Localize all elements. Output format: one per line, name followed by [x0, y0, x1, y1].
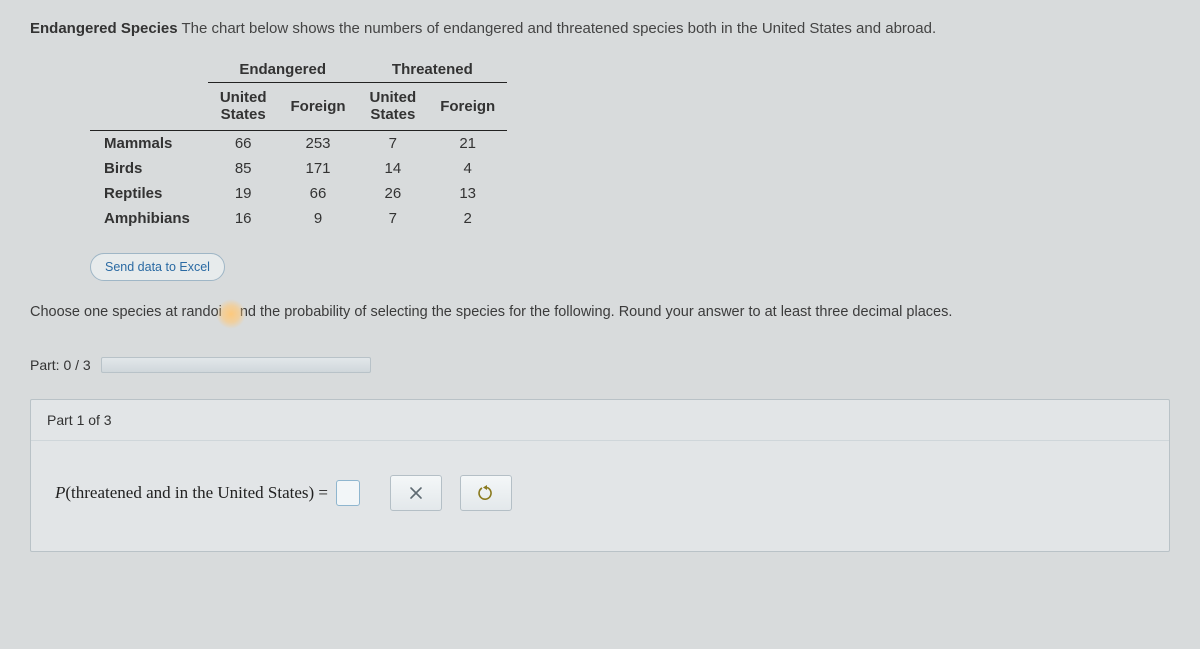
- page-title: Endangered Species The chart below shows…: [30, 20, 1170, 37]
- row-label: Mammals: [90, 130, 208, 156]
- table-row: Mammals 66 253 7 21: [90, 130, 507, 156]
- undo-icon: [478, 485, 494, 501]
- title-bold: Endangered Species: [30, 20, 178, 37]
- reset-button[interactable]: [460, 475, 512, 511]
- subheader-thr-foreign: Foreign: [428, 83, 507, 131]
- cursor-glow-icon: [216, 299, 246, 329]
- group-header-endangered: Endangered: [208, 57, 358, 83]
- species-table: Endangered Threatened UnitedStates Forei…: [90, 57, 507, 231]
- part-header: Part 1 of 3: [31, 400, 1169, 441]
- table-row: Amphibians 16 9 7 2: [90, 206, 507, 231]
- row-label: Amphibians: [90, 206, 208, 231]
- close-icon: [408, 485, 424, 501]
- subheader-thr-us: UnitedStates: [358, 83, 429, 131]
- answer-input[interactable]: [336, 480, 360, 506]
- table-row: Birds 85 171 14 4: [90, 156, 507, 181]
- table-row: Reptiles 19 66 26 13: [90, 181, 507, 206]
- send-to-excel-button[interactable]: Send data to Excel: [90, 253, 225, 281]
- row-label: Reptiles: [90, 181, 208, 206]
- row-label: Birds: [90, 156, 208, 181]
- part-panel: Part 1 of 3 P(threatened and in the Unit…: [30, 399, 1170, 552]
- clear-button[interactable]: [390, 475, 442, 511]
- group-header-threatened: Threatened: [358, 57, 508, 83]
- probability-expression: P(threatened and in the United States) =: [55, 483, 328, 503]
- progress-bar: [101, 357, 371, 373]
- subheader-end-us: UnitedStates: [208, 83, 279, 131]
- instruction-text: Choose one species at randoind the proba…: [30, 297, 1170, 327]
- progress-row: Part: 0 / 3: [30, 357, 1170, 373]
- subheader-end-foreign: Foreign: [279, 83, 358, 131]
- progress-label: Part: 0 / 3: [30, 357, 91, 373]
- title-rest: The chart below shows the numbers of end…: [178, 20, 937, 37]
